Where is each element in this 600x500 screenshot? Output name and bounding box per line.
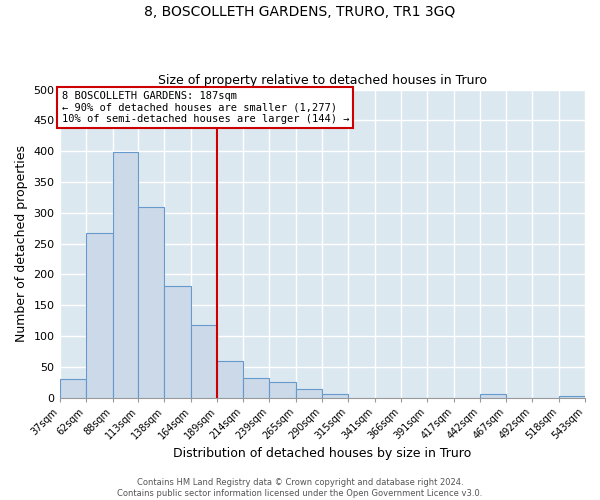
- Text: 8 BOSCOLLETH GARDENS: 187sqm
← 90% of detached houses are smaller (1,277)
10% of: 8 BOSCOLLETH GARDENS: 187sqm ← 90% of de…: [62, 91, 349, 124]
- Bar: [164, 286, 191, 398]
- Bar: [296, 389, 322, 398]
- Bar: [559, 396, 585, 398]
- Bar: [86, 233, 113, 398]
- Bar: [480, 394, 506, 398]
- Bar: [59, 379, 86, 398]
- Bar: [191, 326, 217, 398]
- Bar: [139, 206, 164, 398]
- X-axis label: Distribution of detached houses by size in Truro: Distribution of detached houses by size …: [173, 447, 472, 460]
- Text: Contains HM Land Registry data © Crown copyright and database right 2024.
Contai: Contains HM Land Registry data © Crown c…: [118, 478, 482, 498]
- Title: Size of property relative to detached houses in Truro: Size of property relative to detached ho…: [158, 74, 487, 87]
- Bar: [217, 361, 244, 398]
- Text: 8, BOSCOLLETH GARDENS, TRURO, TR1 3GQ: 8, BOSCOLLETH GARDENS, TRURO, TR1 3GQ: [145, 5, 455, 19]
- Bar: [113, 152, 139, 398]
- Bar: [322, 394, 348, 398]
- Bar: [244, 378, 269, 398]
- Bar: [269, 382, 296, 398]
- Y-axis label: Number of detached properties: Number of detached properties: [15, 145, 28, 342]
